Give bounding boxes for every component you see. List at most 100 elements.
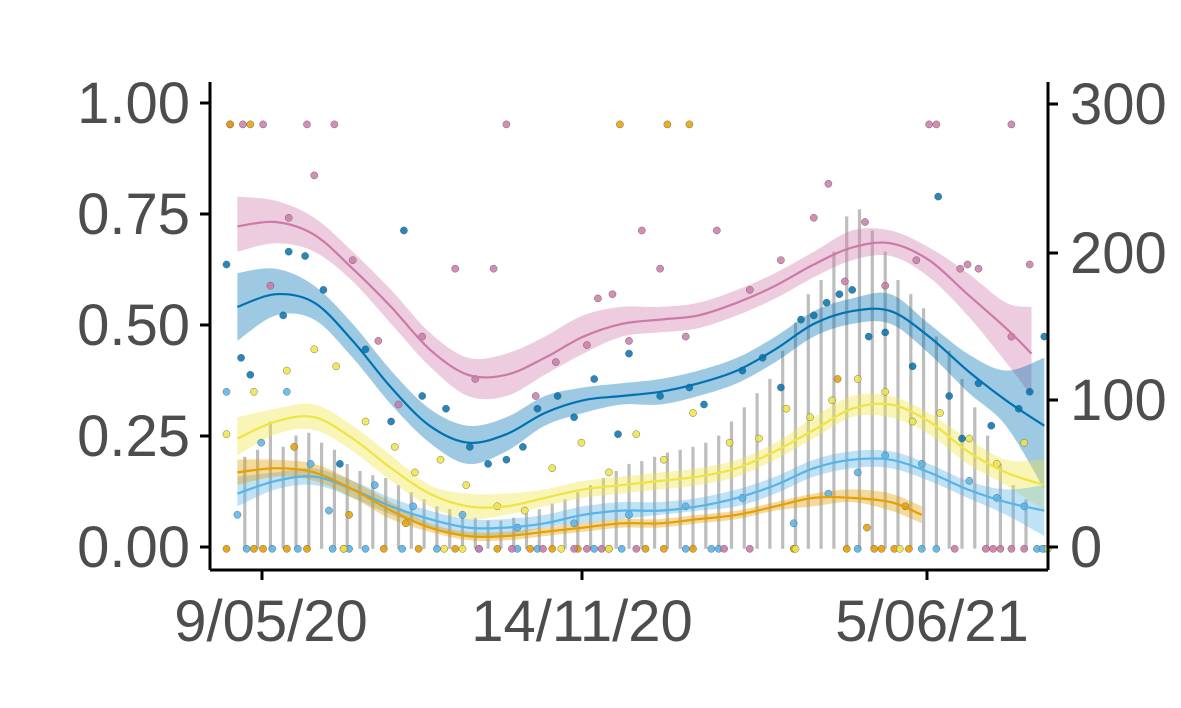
data-point [965,434,974,443]
data-point [502,120,511,129]
data-point [401,519,410,528]
confidence-band-2 [237,393,1045,520]
zero-point [896,545,904,553]
zero-point [877,545,886,553]
data-point [226,120,234,129]
data-point [361,345,370,354]
confidence-band-1 [237,268,1045,490]
zero-point [689,545,697,553]
data-point [590,375,599,383]
count-bar [806,294,810,549]
zero-point [707,545,716,553]
data-point [608,290,617,299]
data-point [418,392,427,400]
zero-point [918,545,926,553]
data-point [1020,438,1028,447]
zero-point [996,545,1005,553]
data-point [266,281,275,290]
zero-point [989,545,997,553]
data-point [616,120,624,129]
data-point [660,455,668,464]
count-bar [460,513,465,549]
data-point [222,260,231,269]
data-point [810,213,818,222]
zero-point [791,545,800,553]
data-point [279,311,288,320]
data-point [594,294,602,303]
count-bar [781,350,785,549]
data-point [442,404,450,413]
data-point [458,510,467,519]
count-bar [589,485,593,549]
data-point [656,264,664,273]
y2-tick-label-1: 100 [1070,368,1167,433]
data-point [1025,387,1034,396]
data-point [531,392,540,400]
count-bar [268,421,272,549]
data-point [336,460,344,468]
zero-point [590,545,599,553]
zero-point [222,545,231,553]
zero-point [950,545,959,553]
data-point [965,477,974,485]
count-bar [512,517,516,549]
data-point [755,434,763,443]
zero-point [328,545,337,553]
count-bar [717,435,721,549]
x-tick-label-0: 9/05/20 [174,589,368,654]
count-bar [422,499,426,549]
count-bar [653,456,657,549]
data-point [987,421,996,430]
y2-tick-label-2: 200 [1070,221,1167,286]
zero-point [681,545,690,553]
zero-point [548,545,557,553]
data-point [625,349,633,358]
count-bar [768,379,772,549]
zero-point [905,545,913,553]
count-bar [320,442,324,549]
count-bar [742,407,746,549]
data-point [822,298,831,307]
data-point [222,387,231,396]
count-bar [678,449,682,549]
zero-point [539,545,547,553]
data-point [1025,260,1034,269]
count-bar [973,407,977,549]
data-point [777,383,785,392]
x-tick-label-1: 14/11/20 [471,589,692,654]
count-bar [486,520,490,549]
data-point [570,413,578,422]
data-point [713,226,721,235]
count-bar [1011,485,1015,549]
data-point [824,179,833,188]
data-point [925,120,933,129]
data-point [387,417,395,426]
data-point [257,438,266,447]
count-bar [550,503,554,549]
data-point [912,256,921,265]
zero-point [259,545,267,553]
data-point [553,392,562,400]
count-bar [793,322,798,549]
data-point [656,392,664,400]
data-point [370,481,379,489]
data-point [310,171,319,180]
confidence-band-3 [237,449,1045,538]
zero-point [361,545,370,553]
data-point [348,256,357,265]
data-point [400,226,408,235]
data-point [958,434,966,443]
count-bar [281,446,285,549]
data-point [533,404,542,413]
data-point [746,286,754,294]
data-point [881,387,890,396]
zero-point [870,545,879,553]
count-bar [627,463,631,549]
data-point [625,337,633,345]
data-point [577,438,586,447]
trend-line-3 [237,457,1045,530]
y-tick-label-4: 1.00 [77,71,190,136]
data-point [345,510,353,519]
data-point [945,392,954,400]
